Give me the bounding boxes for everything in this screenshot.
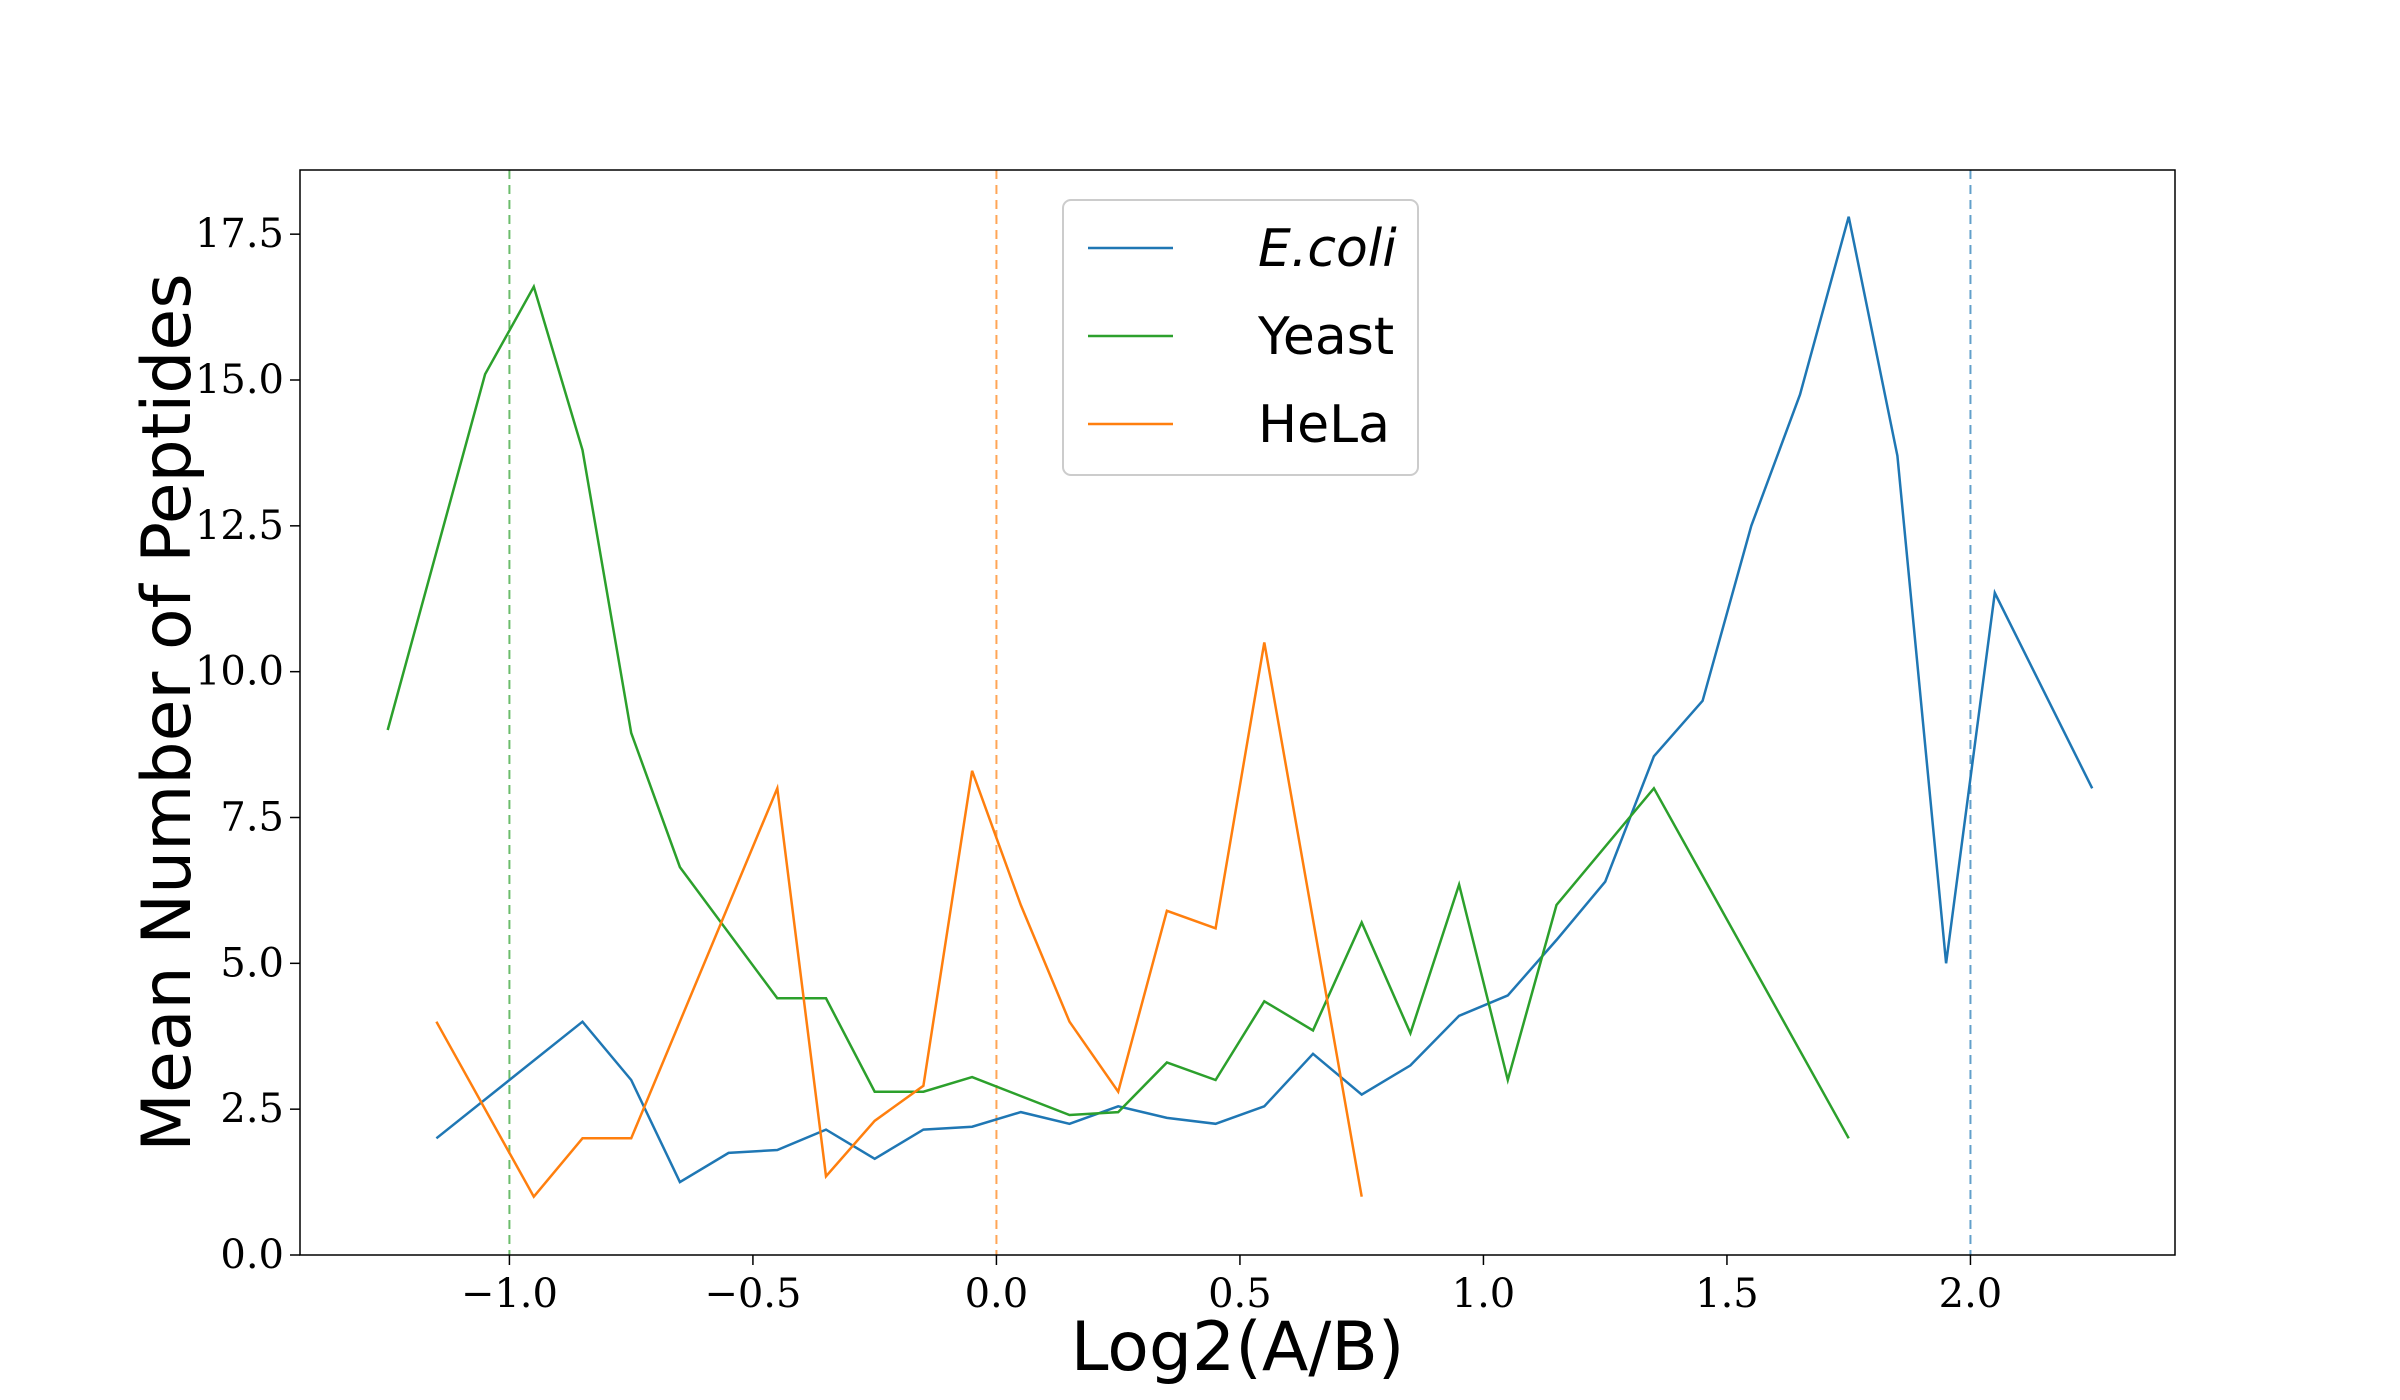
- series-line-ecoli: [435, 216, 2094, 1184]
- plot-area-frame: [299, 169, 2176, 1256]
- legend-label: Yeast: [1257, 307, 1394, 367]
- y-tick-label: 0.0: [220, 1232, 284, 1278]
- x-tick-label: −1.0: [461, 1271, 558, 1317]
- x-tick-label: 2.0: [1939, 1271, 2003, 1317]
- x-tick-label: 0.0: [965, 1271, 1029, 1317]
- x-tick-label: 0.5: [1208, 1271, 1272, 1317]
- legend-box: [1062, 199, 1419, 476]
- x-tick-label: 1.0: [1452, 1271, 1516, 1317]
- y-tick-label: 5.0: [220, 940, 284, 986]
- y-tick-label: 15.0: [195, 357, 284, 403]
- y-tick-label: 10.0: [195, 649, 284, 695]
- legend-label: E.coli: [1258, 219, 1397, 279]
- y-tick-label: 12.5: [195, 503, 284, 549]
- x-tick-label: 1.5: [1695, 1271, 1759, 1317]
- series-line-hela: [435, 642, 1363, 1199]
- y-tick-label: 2.5: [220, 1086, 284, 1132]
- series-lines: [386, 216, 2094, 1199]
- legend-label: HeLa: [1258, 395, 1390, 455]
- y-axis-ticks: 0.0 2.5 5.0 7.5 10.0 12.5 15.0 17.5: [195, 211, 300, 1278]
- legend: E.coli Yeast HeLa: [1062, 199, 1419, 476]
- y-tick-label: 17.5: [195, 211, 284, 257]
- reference-lines: [508, 170, 1972, 1255]
- x-axis-ticks: −1.0 −0.5 0.0 0.5 1.0 1.5 2.0: [461, 1255, 2002, 1317]
- x-axis-title: Log2(A/B): [1071, 1308, 1405, 1387]
- y-axis-title: Mean Number of Peptides: [128, 273, 207, 1151]
- series-line-yeast: [386, 283, 1850, 1139]
- y-tick-label: 7.5: [220, 795, 284, 841]
- x-tick-label: −0.5: [704, 1271, 801, 1317]
